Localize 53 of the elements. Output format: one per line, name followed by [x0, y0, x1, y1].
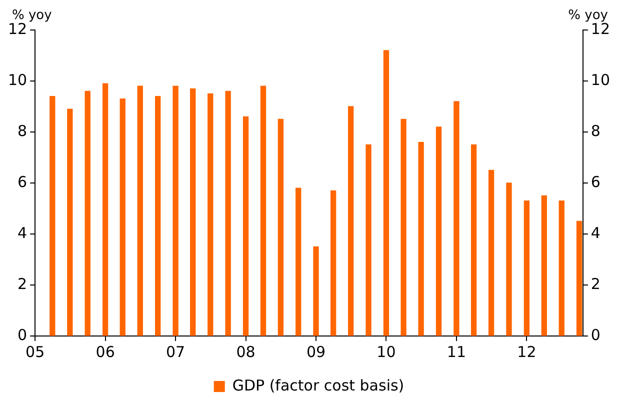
- bar: [278, 118, 284, 336]
- bar: [436, 126, 442, 336]
- y-tick-label: 10: [8, 70, 28, 89]
- bar: [558, 200, 564, 336]
- bar: [242, 116, 249, 336]
- bar: [67, 108, 73, 336]
- x-tick-label: 08: [236, 342, 256, 361]
- x-tick-label: 09: [306, 342, 326, 361]
- x-tick-label: 12: [517, 342, 536, 361]
- legend-label: GDP (factor cost basis): [232, 376, 404, 394]
- bar: [137, 86, 143, 336]
- bar: [383, 50, 390, 336]
- y-tick-label: 8: [18, 122, 28, 140]
- y2-axis-title: % yoy: [568, 8, 608, 23]
- bar: [225, 90, 231, 336]
- bar: [330, 190, 336, 336]
- bar: [506, 182, 512, 336]
- bar: [296, 188, 302, 336]
- y2-tick-label: 0: [590, 326, 600, 344]
- bar: [488, 170, 494, 336]
- bar: [84, 90, 90, 336]
- bar: [50, 96, 56, 336]
- y2-tick-label: 8: [590, 122, 600, 140]
- y2-tick-label: 4: [590, 224, 600, 242]
- y2-tick-label: 6: [590, 172, 600, 191]
- bar: [102, 83, 108, 336]
- x-tick-label: 05: [26, 342, 45, 361]
- bar: [208, 93, 214, 336]
- bar: [260, 86, 266, 336]
- bar: [366, 144, 372, 336]
- bar: [418, 142, 424, 336]
- bar: [120, 98, 126, 336]
- x-tick-label: 11: [446, 342, 466, 361]
- y-tick-label: 2: [18, 274, 28, 293]
- bar: [400, 118, 406, 336]
- y2-tick-label: 10: [590, 70, 610, 89]
- x-tick-label: 10: [376, 342, 396, 361]
- bar: [524, 200, 530, 336]
- bar: [576, 220, 582, 336]
- bar: [470, 144, 477, 336]
- y-tick-label: 0: [18, 326, 28, 344]
- y-tick-label: 4: [18, 224, 28, 242]
- x-tick-label: 06: [96, 342, 115, 361]
- bar: [541, 195, 547, 336]
- bar: [155, 96, 161, 336]
- x-tick-label: 07: [166, 342, 186, 361]
- bar: [172, 86, 178, 336]
- bar: [454, 101, 460, 336]
- y2-tick-label: 2: [590, 274, 600, 293]
- bar: [313, 246, 319, 336]
- bar: [348, 106, 354, 336]
- y-tick-label: 6: [18, 172, 28, 191]
- bar: [190, 88, 196, 336]
